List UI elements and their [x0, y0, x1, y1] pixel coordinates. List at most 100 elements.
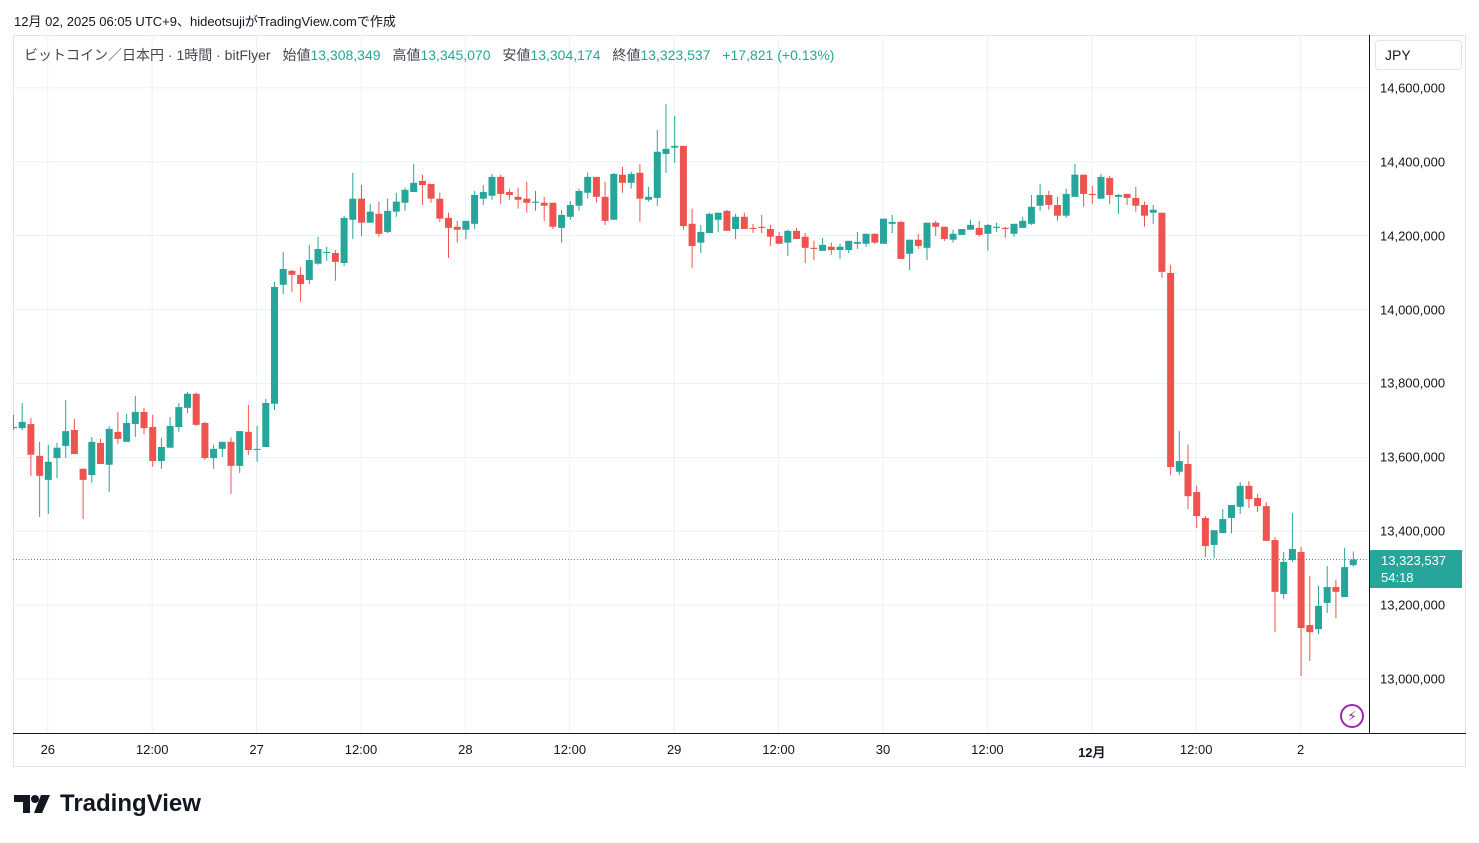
- candle-body: [114, 431, 122, 439]
- candle-body: [993, 226, 1001, 228]
- currency-button[interactable]: JPY: [1375, 40, 1462, 70]
- lightning-icon[interactable]: ⚡: [1340, 704, 1364, 728]
- low-value: 13,304,174: [530, 47, 601, 63]
- candle: [1201, 516, 1209, 558]
- candle: [13, 414, 17, 431]
- candle: [349, 172, 357, 239]
- candle-body: [471, 194, 479, 224]
- time-axis[interactable]: [13, 733, 1466, 767]
- candle: [1149, 204, 1157, 224]
- x-tick-label: 29: [666, 742, 682, 757]
- candle-body: [914, 239, 922, 246]
- candle: [967, 219, 974, 230]
- symbol-title[interactable]: ビットコイン／日本円 · 1時間 · bitFlyer: [24, 47, 271, 63]
- candle: [88, 437, 96, 483]
- candle: [810, 240, 818, 261]
- candle-body: [845, 240, 853, 251]
- candle-body: [1193, 492, 1201, 517]
- price-axis[interactable]: [1369, 35, 1466, 733]
- candle-body: [427, 183, 435, 199]
- candle: [1306, 575, 1314, 661]
- candle-body: [1323, 587, 1331, 603]
- candle: [836, 243, 844, 259]
- logo-text: TradingView: [60, 790, 201, 817]
- candle: [1027, 194, 1035, 225]
- candle: [1193, 485, 1201, 528]
- candle: [540, 196, 548, 221]
- candle-body: [1341, 567, 1349, 598]
- candle-body: [88, 441, 96, 476]
- candle-body: [897, 221, 905, 259]
- last-price-value: 13,323,537: [1381, 553, 1447, 568]
- candle: [1245, 480, 1253, 508]
- candle: [384, 198, 392, 234]
- candle-body: [331, 253, 339, 262]
- candle-body: [619, 174, 626, 183]
- candle: [123, 413, 131, 442]
- candle-body: [575, 190, 583, 206]
- candle: [157, 437, 165, 469]
- candle-body: [584, 176, 592, 193]
- x-tick-label: 12月: [1078, 745, 1106, 760]
- candle-body: [592, 176, 600, 197]
- candle-body: [697, 231, 705, 243]
- candle-body: [1080, 174, 1088, 194]
- candle-body: [671, 145, 679, 148]
- candle: [375, 201, 383, 237]
- low-label: 安値: [502, 47, 531, 63]
- candle: [18, 403, 26, 431]
- candle: [784, 229, 792, 256]
- x-tick-label: 12:00: [135, 742, 169, 757]
- candle: [53, 442, 61, 479]
- candle-body: [488, 176, 496, 196]
- candle-body: [888, 221, 896, 224]
- candle: [740, 212, 748, 229]
- tradingview-logo[interactable]: TradingView: [14, 790, 201, 818]
- candle-body: [166, 425, 174, 448]
- x-tick-label: 12:00: [971, 742, 1004, 757]
- candle-body: [558, 214, 566, 228]
- candle: [1210, 530, 1218, 558]
- candle-body: [540, 202, 548, 206]
- candle: [1332, 580, 1340, 619]
- candle-body: [1210, 530, 1218, 545]
- candle-body: [184, 393, 191, 408]
- candle: [366, 203, 374, 223]
- candle: [236, 431, 244, 473]
- candle: [1019, 216, 1027, 228]
- candle-body: [236, 431, 244, 466]
- candle-body: [793, 230, 800, 239]
- candle: [1106, 175, 1114, 204]
- candle-body: [1088, 193, 1096, 195]
- candle-body: [462, 220, 470, 230]
- candle-body: [192, 393, 200, 425]
- candle: [1236, 482, 1244, 514]
- candle-body: [358, 198, 365, 223]
- candle-body: [1245, 485, 1253, 500]
- y-tick-label: 13,400,000: [1380, 523, 1446, 539]
- candle: [888, 214, 896, 234]
- candle-body: [1062, 193, 1070, 216]
- candlestick-chart[interactable]: [13, 35, 1369, 733]
- y-tick-label: 13,600,000: [1380, 449, 1446, 465]
- candle-body: [853, 241, 861, 244]
- candle-body: [1149, 209, 1157, 213]
- candle: [1271, 537, 1279, 633]
- candle: [166, 417, 174, 448]
- candle: [627, 171, 635, 189]
- candle-body: [62, 431, 70, 446]
- candle-body: [810, 247, 818, 249]
- candle: [679, 145, 687, 230]
- candle: [184, 391, 191, 414]
- candle-body: [766, 228, 774, 237]
- candle: [297, 267, 305, 302]
- candle-body: [340, 217, 348, 263]
- candle-body: [410, 182, 418, 193]
- candle: [1062, 188, 1070, 218]
- candle: [514, 187, 522, 209]
- candle-body: [392, 201, 400, 212]
- candle-body: [70, 430, 78, 455]
- candle: [758, 214, 766, 234]
- candle-body: [932, 222, 940, 227]
- candle: [1080, 174, 1088, 207]
